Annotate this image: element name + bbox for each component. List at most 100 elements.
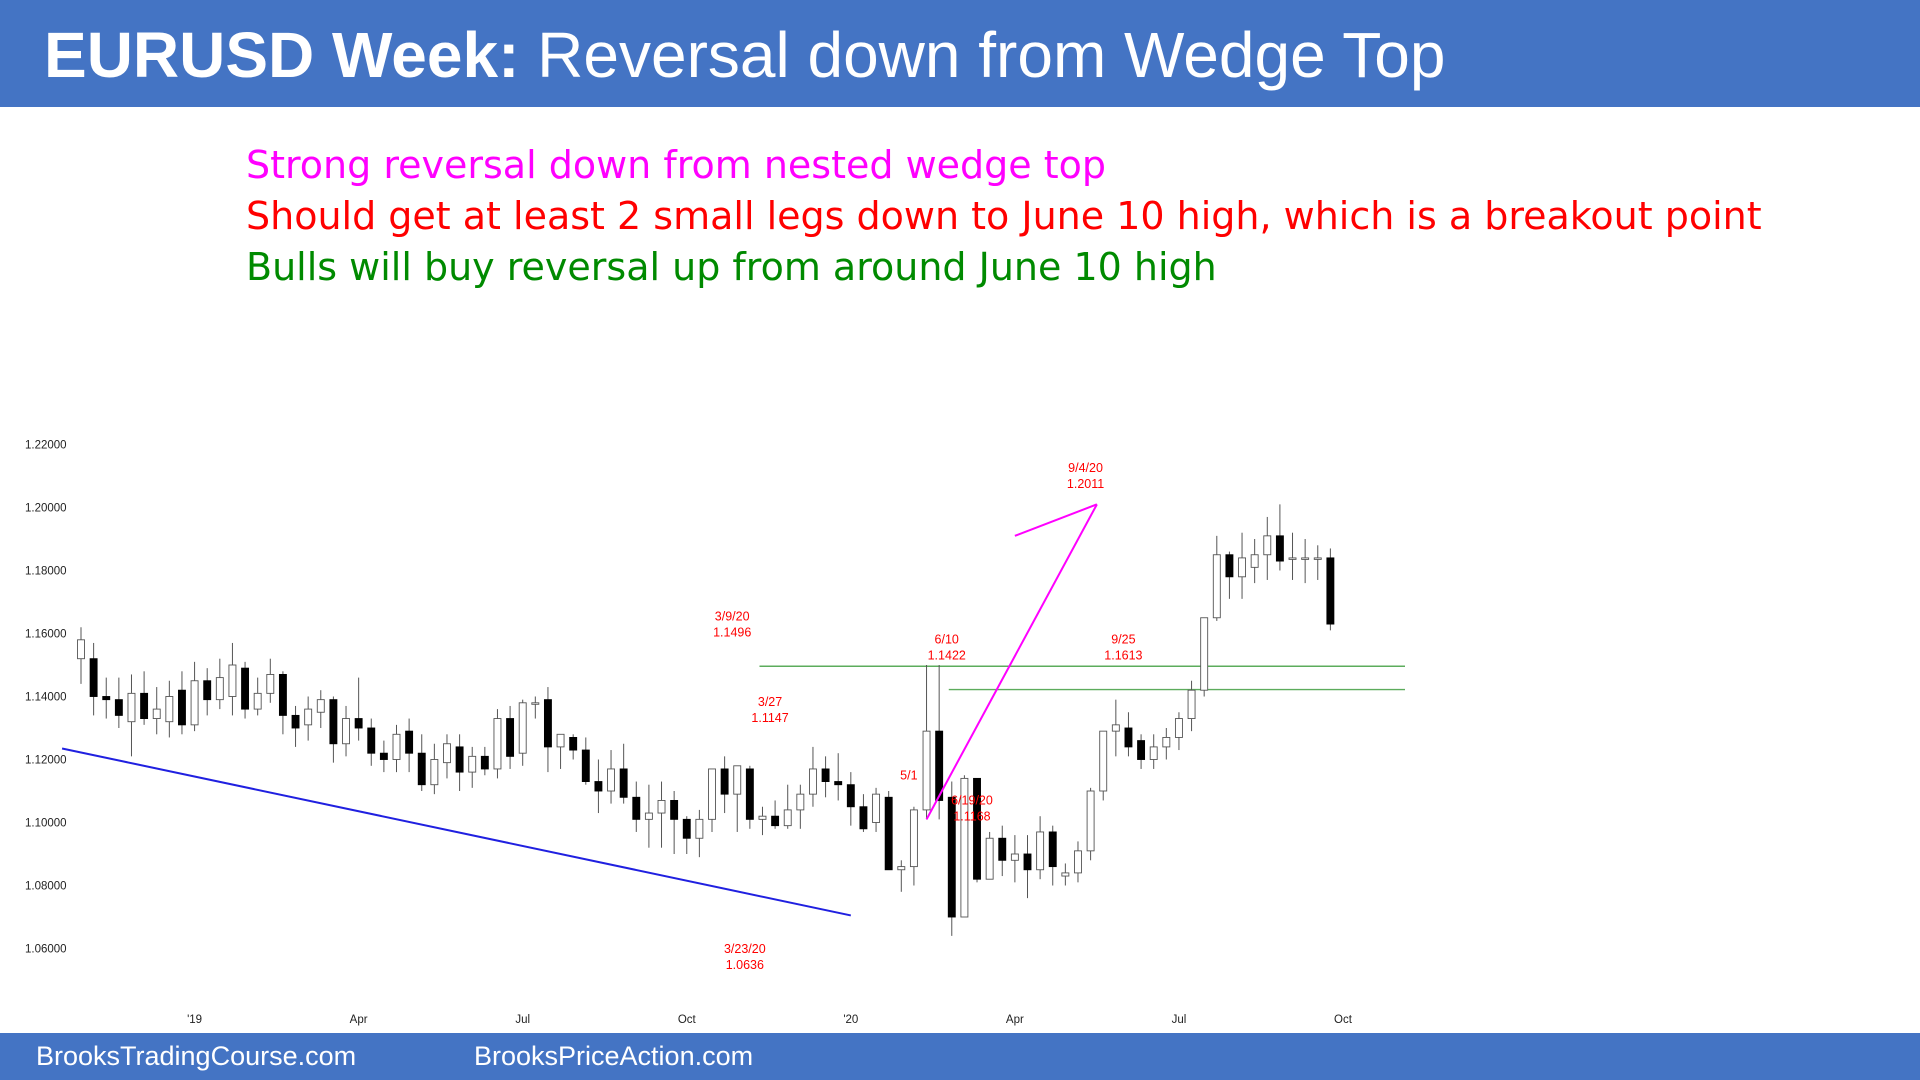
bull-candle	[960, 777, 969, 918]
bull-candle	[695, 818, 704, 839]
bull-candle	[1313, 557, 1322, 560]
mar-27-label: 3/27	[758, 695, 782, 709]
bear-candle	[594, 781, 603, 792]
y-tick-label: 1.08000	[25, 881, 67, 893]
bear-candle	[998, 837, 1007, 861]
bear-candle	[367, 727, 376, 754]
note-line-2: Should get at least 2 small legs down to…	[246, 194, 1762, 238]
footer-site-right[interactable]: BrooksPriceAction.com	[474, 1041, 754, 1071]
bull-candle	[1301, 557, 1310, 560]
y-tick-label: 1.06000	[25, 944, 67, 956]
bear-candle	[1137, 740, 1146, 760]
bull-candle	[1263, 535, 1272, 556]
bull-candle	[518, 702, 527, 754]
bear-candle	[682, 818, 691, 839]
bear-candle	[405, 730, 414, 754]
x-tick-label: '20	[843, 1014, 858, 1026]
bull-candle	[809, 768, 817, 795]
bear-candle	[821, 768, 830, 783]
mar-23-label: 3/23/20	[724, 942, 766, 956]
downtrend-line	[61, 747, 852, 917]
y-tick-label: 1.18000	[25, 566, 67, 578]
bear-candle	[480, 755, 489, 770]
bull-candle	[733, 765, 742, 795]
bear-candle	[241, 667, 250, 710]
bull-candle	[253, 692, 262, 710]
note-line-1: Strong reversal down from nested wedge t…	[246, 143, 1107, 187]
bull-candle	[77, 639, 85, 660]
footer-site-left[interactable]: BrooksTradingCourse.com	[36, 1041, 357, 1071]
bull-candle	[1212, 554, 1221, 619]
jun-10-label: 1.1422	[928, 649, 966, 663]
bear-candle	[102, 696, 111, 701]
bull-candle	[1061, 872, 1070, 877]
bear-candle	[771, 815, 780, 827]
bull-candle	[922, 730, 931, 811]
bull-candle	[1149, 746, 1158, 760]
bull-candle	[266, 673, 275, 694]
bull-candle	[758, 815, 767, 820]
bull-candle	[783, 809, 792, 827]
bull-candle	[215, 677, 224, 701]
x-tick-label: Apr	[350, 1014, 368, 1026]
bear-candle	[670, 800, 679, 820]
bull-candle	[430, 759, 439, 786]
bull-candle	[1288, 557, 1297, 560]
bear-candle	[455, 746, 464, 773]
bear-candle	[1124, 727, 1133, 748]
y-tick-label: 1.14000	[25, 692, 67, 704]
bull-candle	[644, 812, 653, 820]
title-bold: EURUSD Week:	[44, 19, 520, 91]
chart-area: 1.22000 1.20000 1.18000 1.16000 1.14000 1.120…	[0, 420, 1920, 1035]
bull-candle	[1238, 557, 1246, 578]
bear-candle	[543, 699, 552, 748]
y-tick-label: 1.10000	[25, 818, 67, 830]
x-tick-label: Jul	[1172, 1014, 1187, 1026]
bear-candle	[720, 768, 729, 795]
x-tick-label: Jul	[515, 1014, 530, 1026]
bull-candle	[228, 664, 237, 697]
bear-candle	[745, 768, 754, 820]
bull-candle	[872, 793, 881, 823]
footer-bar: BrooksTradingCourse.com BrooksPriceActio…	[0, 1033, 1920, 1080]
title-rest: Reversal down from Wedge Top	[519, 19, 1446, 91]
header-bar: EURUSD Week: Reversal down from Wedge To…	[0, 0, 1920, 107]
bull-candle	[468, 755, 477, 773]
bear-candle	[859, 806, 868, 830]
sep-4-label: 9/4/20	[1068, 461, 1103, 475]
commentary: Strong reversal down from nested wedge t…	[246, 140, 1762, 293]
bear-candle	[846, 784, 855, 808]
mar-9-label: 3/9/20	[715, 609, 750, 623]
x-tick-label: Apr	[1006, 1014, 1024, 1026]
y-tick-label: 1.16000	[25, 629, 67, 641]
mar-27-label: 1.1147	[751, 711, 788, 725]
bull-candle	[1250, 554, 1259, 568]
bear-candle	[581, 749, 590, 782]
bear-candle	[379, 752, 388, 760]
jun-10-label: 6/10	[935, 633, 959, 647]
bear-candle	[354, 718, 363, 729]
bear-candle	[973, 777, 981, 880]
bear-candle	[569, 737, 578, 751]
bull-candle	[1036, 831, 1045, 871]
y-tick-label: 1.22000	[25, 440, 67, 452]
bull-candle	[1111, 724, 1120, 732]
bull-candle	[342, 718, 350, 745]
note-line-3: Bulls will buy reversal up from around J…	[246, 245, 1217, 289]
bear-candle	[1048, 831, 1057, 868]
bull-candle	[165, 696, 174, 723]
bull-candle	[796, 793, 805, 811]
bear-candle	[1326, 557, 1335, 625]
bear-candle	[1023, 853, 1032, 871]
bear-candle	[884, 796, 893, 871]
candlestick-chart: 1.22000 1.20000 1.18000 1.16000 1.14000 1.120…	[25, 440, 1405, 1026]
bull-candle	[708, 768, 716, 820]
bull-candle	[897, 866, 906, 871]
bull-candle	[607, 768, 615, 792]
bear-candle	[329, 699, 338, 745]
bear-candle	[291, 714, 300, 729]
bull-candle	[190, 680, 199, 726]
bull-candle	[127, 692, 136, 723]
bull-candle	[531, 702, 540, 705]
bear-candle	[89, 658, 98, 697]
